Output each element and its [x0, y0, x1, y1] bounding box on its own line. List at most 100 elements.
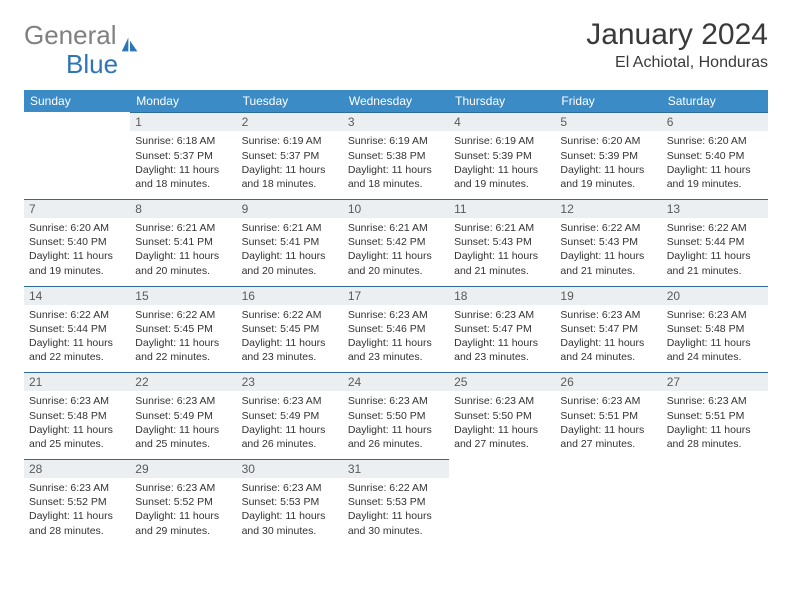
day-details: Sunrise: 6:22 AMSunset: 5:43 PMDaylight:… [555, 218, 661, 286]
day-number: 9 [237, 199, 343, 218]
day-number: 27 [662, 372, 768, 391]
page-title: January 2024 [586, 18, 768, 52]
day-cell-content: Sunrise: 6:21 AMSunset: 5:42 PMDaylight:… [343, 218, 449, 286]
day-details: Sunrise: 6:23 AMSunset: 5:49 PMDaylight:… [130, 391, 236, 459]
day-cell-num: 5 [555, 112, 661, 131]
weekday-header-row: SundayMondayTuesdayWednesdayThursdayFrid… [24, 90, 768, 112]
day-number: 8 [130, 199, 236, 218]
day-number: 4 [449, 112, 555, 131]
day-cell-num: 20 [662, 286, 768, 305]
day-number: 17 [343, 286, 449, 305]
day-cell-content: Sunrise: 6:22 AMSunset: 5:45 PMDaylight:… [237, 305, 343, 373]
day-details: Sunrise: 6:18 AMSunset: 5:37 PMDaylight:… [130, 131, 236, 199]
day-cell-num: 15 [130, 286, 236, 305]
day-details: Sunrise: 6:22 AMSunset: 5:44 PMDaylight:… [662, 218, 768, 286]
day-cell-num: 11 [449, 199, 555, 218]
day-number: 12 [555, 199, 661, 218]
header: GeneralBlue January 2024 El Achiotal, Ho… [24, 18, 768, 76]
logo-text-blue: Blue [66, 49, 118, 79]
day-number: 20 [662, 286, 768, 305]
day-details: Sunrise: 6:19 AMSunset: 5:37 PMDaylight:… [237, 131, 343, 199]
day-cell-num: 28 [24, 459, 130, 478]
day-details: Sunrise: 6:23 AMSunset: 5:50 PMDaylight:… [343, 391, 449, 459]
day-cell-num: 17 [343, 286, 449, 305]
day-cell-content: Sunrise: 6:21 AMSunset: 5:43 PMDaylight:… [449, 218, 555, 286]
weekday-header: Sunday [24, 90, 130, 112]
day-cell-num: 27 [662, 372, 768, 391]
day-cell-content: Sunrise: 6:23 AMSunset: 5:53 PMDaylight:… [237, 478, 343, 546]
day-number: 10 [343, 199, 449, 218]
day-cell-content: Sunrise: 6:21 AMSunset: 5:41 PMDaylight:… [130, 218, 236, 286]
day-cell-num: 21 [24, 372, 130, 391]
day-details: Sunrise: 6:22 AMSunset: 5:53 PMDaylight:… [343, 478, 449, 546]
day-cell-content [449, 478, 555, 546]
day-details: Sunrise: 6:21 AMSunset: 5:41 PMDaylight:… [130, 218, 236, 286]
day-number: 25 [449, 372, 555, 391]
day-cell-content: Sunrise: 6:23 AMSunset: 5:49 PMDaylight:… [130, 391, 236, 459]
weekday-header: Monday [130, 90, 236, 112]
logo-text-gray: General [24, 20, 117, 50]
day-details: Sunrise: 6:19 AMSunset: 5:39 PMDaylight:… [449, 131, 555, 199]
content-row: Sunrise: 6:23 AMSunset: 5:52 PMDaylight:… [24, 478, 768, 546]
day-details: Sunrise: 6:23 AMSunset: 5:46 PMDaylight:… [343, 305, 449, 373]
day-cell-content: Sunrise: 6:22 AMSunset: 5:44 PMDaylight:… [662, 218, 768, 286]
day-cell-content: Sunrise: 6:23 AMSunset: 5:46 PMDaylight:… [343, 305, 449, 373]
day-cell-num [662, 459, 768, 478]
day-cell-content: Sunrise: 6:20 AMSunset: 5:40 PMDaylight:… [24, 218, 130, 286]
day-details: Sunrise: 6:23 AMSunset: 5:50 PMDaylight:… [449, 391, 555, 459]
day-details: Sunrise: 6:20 AMSunset: 5:40 PMDaylight:… [24, 218, 130, 286]
day-cell-num: 18 [449, 286, 555, 305]
day-details: Sunrise: 6:22 AMSunset: 5:45 PMDaylight:… [130, 305, 236, 373]
day-cell-content: Sunrise: 6:23 AMSunset: 5:50 PMDaylight:… [449, 391, 555, 459]
day-number: 26 [555, 372, 661, 391]
day-number: 28 [24, 459, 130, 478]
weekday-header: Thursday [449, 90, 555, 112]
day-details: Sunrise: 6:23 AMSunset: 5:52 PMDaylight:… [130, 478, 236, 546]
day-cell-num: 30 [237, 459, 343, 478]
day-details: Sunrise: 6:21 AMSunset: 5:42 PMDaylight:… [343, 218, 449, 286]
day-cell-content: Sunrise: 6:20 AMSunset: 5:40 PMDaylight:… [662, 131, 768, 199]
day-number: 7 [24, 199, 130, 218]
day-cell-num: 2 [237, 112, 343, 131]
day-cell-content [662, 478, 768, 546]
day-details: Sunrise: 6:23 AMSunset: 5:49 PMDaylight:… [237, 391, 343, 459]
day-cell-content: Sunrise: 6:22 AMSunset: 5:53 PMDaylight:… [343, 478, 449, 546]
day-cell-content: Sunrise: 6:20 AMSunset: 5:39 PMDaylight:… [555, 131, 661, 199]
calendar-table: SundayMondayTuesdayWednesdayThursdayFrid… [24, 90, 768, 545]
day-details: Sunrise: 6:23 AMSunset: 5:48 PMDaylight:… [662, 305, 768, 373]
day-number: 19 [555, 286, 661, 305]
day-number: 18 [449, 286, 555, 305]
day-number: 2 [237, 112, 343, 131]
day-number: 24 [343, 372, 449, 391]
day-details: Sunrise: 6:19 AMSunset: 5:38 PMDaylight:… [343, 131, 449, 199]
day-number: 30 [237, 459, 343, 478]
day-cell-content: Sunrise: 6:23 AMSunset: 5:47 PMDaylight:… [449, 305, 555, 373]
day-cell-content: Sunrise: 6:23 AMSunset: 5:49 PMDaylight:… [237, 391, 343, 459]
day-cell-content: Sunrise: 6:19 AMSunset: 5:38 PMDaylight:… [343, 131, 449, 199]
day-number: 14 [24, 286, 130, 305]
content-row: Sunrise: 6:18 AMSunset: 5:37 PMDaylight:… [24, 131, 768, 199]
day-details: Sunrise: 6:21 AMSunset: 5:41 PMDaylight:… [237, 218, 343, 286]
weekday-header: Friday [555, 90, 661, 112]
day-cell-num: 6 [662, 112, 768, 131]
day-number: 13 [662, 199, 768, 218]
day-cell-num: 13 [662, 199, 768, 218]
calendar-body: 12 3456 Sunrise: 6:18 AMSunset: 5:37 PMDay… [24, 112, 768, 545]
weekday-header: Saturday [662, 90, 768, 112]
day-cell-num: 22 [130, 372, 236, 391]
day-cell-num: 25 [449, 372, 555, 391]
logo: GeneralBlue [24, 24, 141, 76]
day-cell-num: 16 [237, 286, 343, 305]
day-number: 21 [24, 372, 130, 391]
day-cell-num: 8 [130, 199, 236, 218]
day-number: 22 [130, 372, 236, 391]
day-cell-content: Sunrise: 6:19 AMSunset: 5:39 PMDaylight:… [449, 131, 555, 199]
day-cell-content: Sunrise: 6:23 AMSunset: 5:52 PMDaylight:… [130, 478, 236, 546]
day-cell-content: Sunrise: 6:22 AMSunset: 5:43 PMDaylight:… [555, 218, 661, 286]
calendar-page: GeneralBlue January 2024 El Achiotal, Ho… [0, 0, 792, 564]
day-number: 3 [343, 112, 449, 131]
day-details: Sunrise: 6:23 AMSunset: 5:53 PMDaylight:… [237, 478, 343, 546]
logo-sail-icon [119, 33, 141, 53]
day-cell-content: Sunrise: 6:23 AMSunset: 5:50 PMDaylight:… [343, 391, 449, 459]
weekday-header: Tuesday [237, 90, 343, 112]
